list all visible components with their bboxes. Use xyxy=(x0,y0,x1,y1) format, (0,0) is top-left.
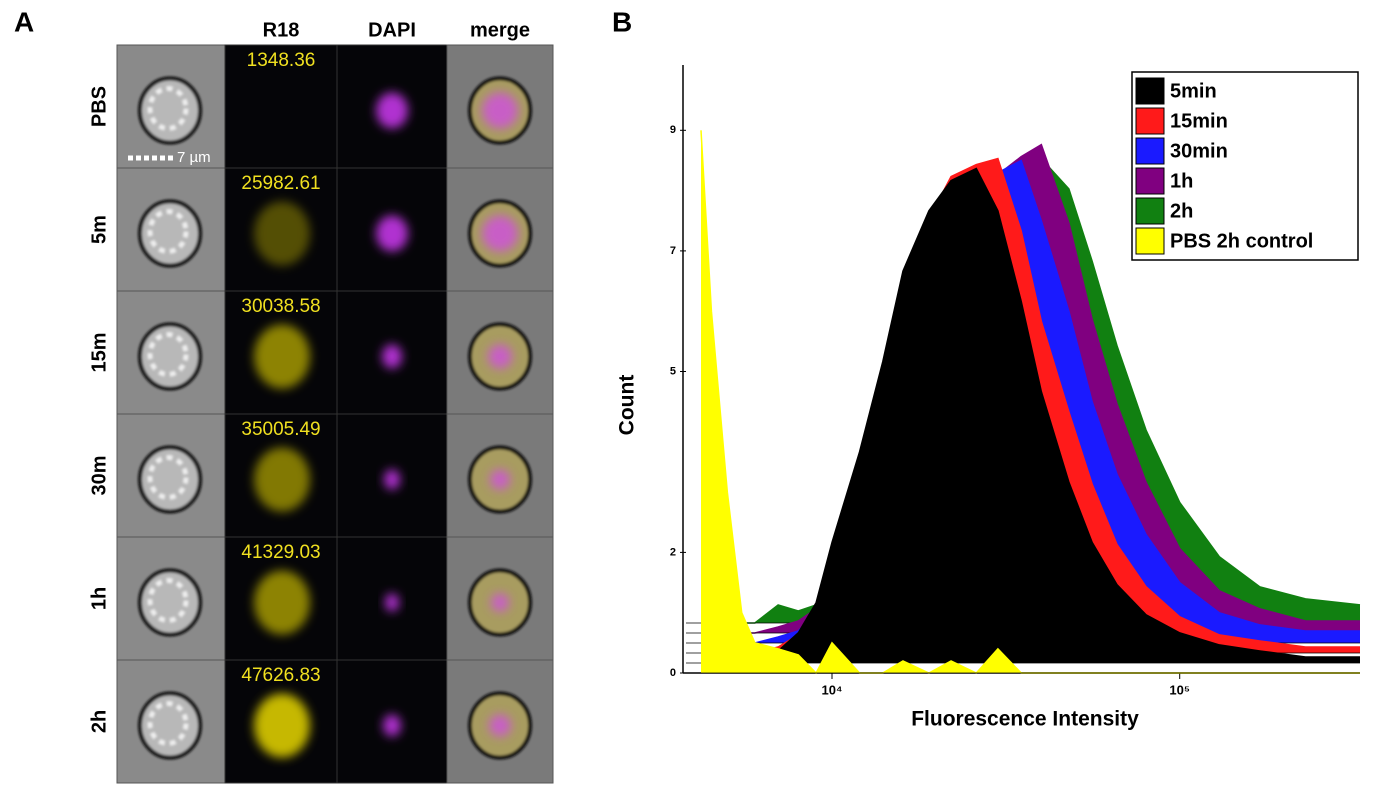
legend-swatch xyxy=(1135,107,1165,135)
x-tick-label: 10⁴ xyxy=(822,682,843,697)
y-axis-title: Count xyxy=(616,375,639,436)
merge-dapi xyxy=(489,714,511,737)
dapi-signal xyxy=(383,714,401,737)
cell xyxy=(138,76,202,145)
cell-texture xyxy=(147,86,189,131)
cell xyxy=(138,568,202,637)
cell-texture xyxy=(147,455,189,500)
legend-label: 5min xyxy=(1170,80,1217,102)
row-label: 15m xyxy=(88,332,110,372)
x-axis-title: Fluorescence Intensity xyxy=(911,708,1139,731)
column-header: DAPI xyxy=(368,19,416,41)
merge-dapi xyxy=(490,469,510,490)
legend-label: 1h xyxy=(1170,170,1193,192)
intensity-label: 41329.03 xyxy=(241,542,320,563)
cell-texture xyxy=(147,578,189,623)
merge-dapi xyxy=(488,344,512,369)
row-label: 5m xyxy=(88,215,110,244)
legend-swatch xyxy=(1135,167,1165,195)
cell-texture xyxy=(147,701,189,746)
dapi-signal xyxy=(382,344,402,369)
cell xyxy=(138,199,202,268)
r18-signal xyxy=(254,447,310,512)
cell-texture xyxy=(147,209,189,254)
r18-signal xyxy=(254,693,310,758)
legend-swatch xyxy=(1135,197,1165,225)
y-tick-label: 5 xyxy=(670,365,676,377)
column-header: R18 xyxy=(263,19,300,41)
legend-box xyxy=(1131,71,1359,261)
merge-dapi xyxy=(491,593,509,612)
legend-swatch xyxy=(1135,227,1165,255)
dapi-signal xyxy=(384,469,400,490)
y-tick-label: 9 xyxy=(670,124,676,136)
dapi-signal xyxy=(385,593,399,612)
dapi-signal xyxy=(376,215,408,252)
intensity-label: 47626.83 xyxy=(241,665,320,686)
row-label: 30m xyxy=(88,455,110,495)
cell xyxy=(138,322,202,391)
intensity-label: 35005.49 xyxy=(241,419,320,440)
legend-swatch xyxy=(1135,77,1165,105)
y-tick-label: 7 xyxy=(670,245,676,257)
row-label: 2h xyxy=(88,710,110,733)
legend-label: 15min xyxy=(1170,110,1228,132)
column-header: merge xyxy=(470,19,530,41)
r18-signal xyxy=(254,324,310,389)
area-fill xyxy=(701,168,1360,664)
image-grid: R18 DAPI merge PBS 1348.36 5m 25982.61 15m 30038… xyxy=(88,19,554,784)
legend-label: 2h xyxy=(1170,200,1193,222)
r18-signal xyxy=(254,570,310,635)
legend-label: PBS 2h control xyxy=(1170,230,1313,252)
x-tick-label: 10⁵ xyxy=(1169,682,1190,697)
legend-swatch xyxy=(1135,137,1165,165)
r18-signal xyxy=(254,201,310,266)
panel-label: B xyxy=(612,6,632,37)
y-tick-label: 0 xyxy=(670,667,676,679)
cell xyxy=(138,445,202,514)
legend-label: 30min xyxy=(1170,140,1228,162)
scale-bar-label: 7 µm xyxy=(177,149,211,166)
cell-texture xyxy=(147,332,189,377)
intensity-label: 30038.58 xyxy=(241,296,320,317)
cell xyxy=(138,691,202,760)
row-label: PBS xyxy=(88,86,110,127)
merge-dapi xyxy=(482,215,518,252)
y-tick-label: 2 xyxy=(670,546,676,558)
row-label: 1h xyxy=(88,587,110,610)
dapi-signal xyxy=(376,92,408,129)
histogram: 0 2 5 7 9 10⁴ 10⁵ Fluorescence Intensity Count 5m… xyxy=(616,65,1361,731)
intensity-label: 25982.61 xyxy=(241,173,320,194)
panel-label: A xyxy=(14,6,34,37)
merge-dapi xyxy=(482,92,518,129)
intensity-label: 1348.36 xyxy=(247,50,316,71)
